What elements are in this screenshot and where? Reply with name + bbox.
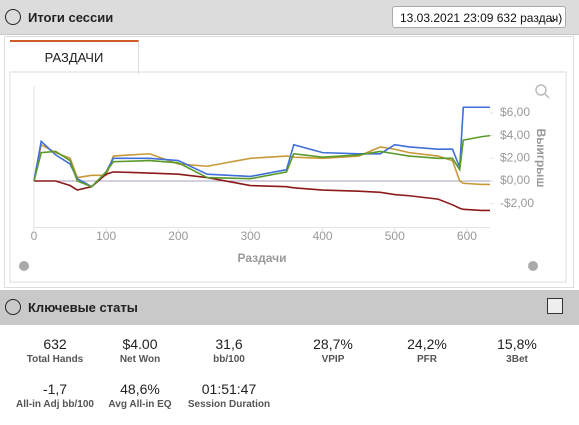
x-tick-label: 200 [168, 229, 188, 243]
series-line [34, 171, 490, 212]
tab[interactable]: РАЗДАЧИ [10, 40, 139, 74]
x-tick-label: 400 [313, 229, 333, 243]
y-axis-label: Выигрыш [534, 129, 548, 188]
y-tick-label: $2,00 [500, 150, 530, 164]
x-tick-label: 500 [385, 229, 405, 243]
y-tick-label: $0,00 [500, 173, 530, 187]
settings-icon[interactable] [19, 261, 29, 271]
y-tick-label: -$2,00 [500, 196, 534, 210]
stat: -1,7 All-in Adj bb/100 [0, 381, 110, 410]
stat: 15,8% 3Bet [462, 336, 572, 365]
stat-value: -1,7 [42, 381, 68, 397]
chart: Раздачи Выигрыш 0 100 200 300 400 500 600 -$2,0… [9, 71, 567, 283]
x-tick-label: 300 [240, 229, 260, 243]
y-tick-label: $4,00 [500, 128, 530, 142]
stat-value: 48,6% [120, 381, 160, 397]
session-header: Итоги сессии 13.03.2021 23:09 632 раздач… [0, 0, 579, 35]
stat-label: 3Bet [506, 354, 528, 365]
stat-value: 31,6 [215, 336, 243, 352]
chart-panel [4, 36, 574, 288]
stat-label: Total Hands [26, 354, 84, 365]
x-tick-label: 0 [31, 229, 38, 243]
collapse-button[interactable] [5, 299, 21, 315]
stat-value: 15,8% [497, 336, 537, 352]
stat-value: $4.00 [122, 336, 158, 352]
stat: $4.00 Net Won [85, 336, 195, 365]
stat-label: bb/100 [213, 354, 245, 365]
header-title: Итоги сессии [28, 10, 114, 25]
stats-title: Ключевые статы [28, 300, 138, 315]
stat-label: PFR [417, 354, 437, 365]
collapse-button[interactable] [5, 9, 21, 25]
stat-value: 28,7% [313, 336, 353, 352]
series-line [33, 134, 491, 188]
stat: 01:51:47 Session Duration [174, 381, 284, 410]
stat-label: Avg All-in EQ [108, 399, 172, 410]
stat-label: Net Won [119, 354, 161, 365]
stat: 31,6 bb/100 [174, 336, 284, 365]
stat: 632 Total Hands [0, 336, 110, 365]
chart-frame [9, 71, 567, 283]
stat-label: Session Duration [187, 399, 271, 410]
stat-value: 632 [43, 336, 67, 352]
zoom-icon-handle [544, 93, 550, 99]
zoom-icon[interactable] [535, 84, 547, 96]
stat-value: 24,2% [407, 336, 447, 352]
layout-button[interactable] [547, 298, 563, 314]
session-select[interactable]: 13.03.2021 23:09 632 раздач) ⌄ [392, 6, 566, 28]
stat: 24,2% PFR [372, 336, 482, 365]
y-tick-label: $6,00 [500, 105, 530, 119]
stat: 48,6% Avg All-in EQ [85, 381, 195, 410]
x-tick-label: 600 [457, 229, 477, 243]
info-icon[interactable] [528, 261, 538, 271]
stat: 28,7% VPIP [278, 336, 388, 365]
stat-label: VPIP [321, 354, 345, 365]
session-select-text: 13.03.2021 23:09 632 раздач) [400, 11, 563, 25]
x-tick-label: 100 [96, 229, 116, 243]
stat-label: All-in Adj bb/100 [16, 399, 94, 410]
x-axis-label: Раздачи [238, 251, 287, 265]
stat-value: 01:51:47 [201, 381, 257, 397]
stats-header: Ключевые статы [0, 290, 579, 325]
